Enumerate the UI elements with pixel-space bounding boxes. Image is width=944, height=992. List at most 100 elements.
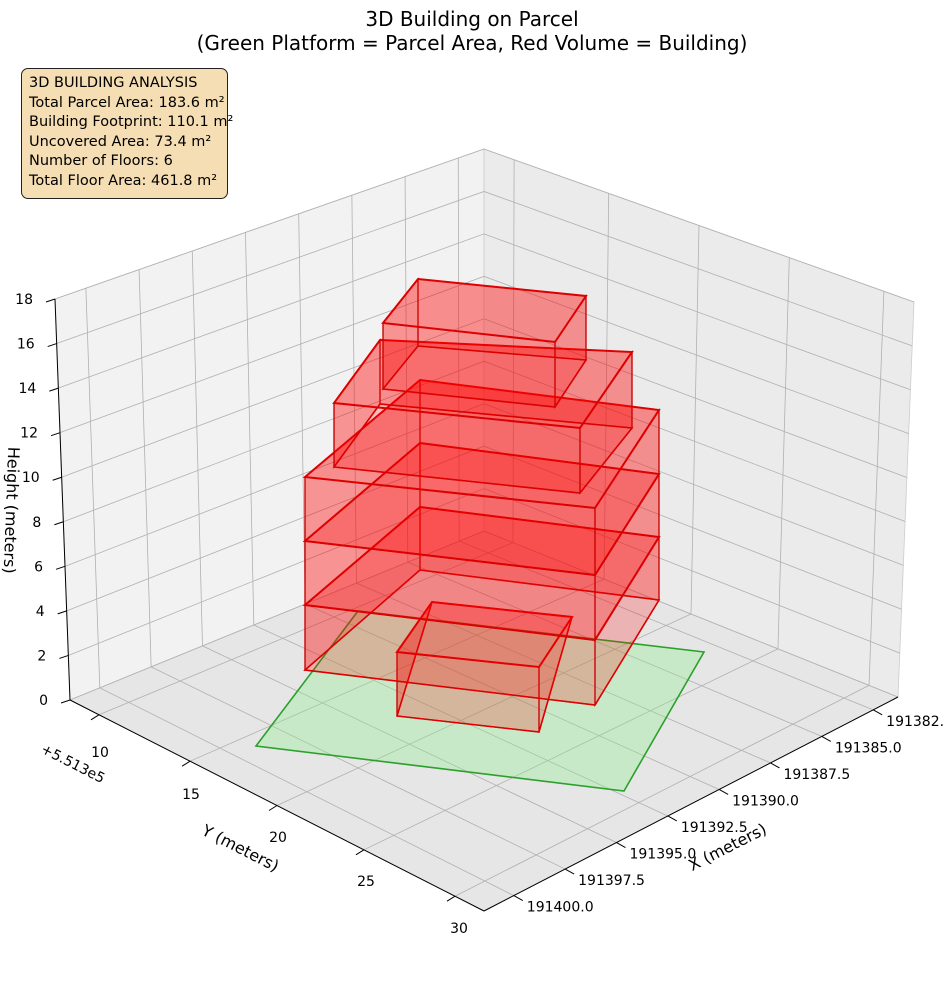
x-gridline — [351, 195, 771, 764]
x-tick — [667, 815, 678, 822]
x-tick-label: 191392.5 — [681, 820, 748, 836]
z-tick-label: 14 — [19, 381, 37, 397]
building-floor-5 — [332, 338, 634, 495]
z-gridline — [68, 488, 900, 656]
z-tick-label: 4 — [36, 604, 45, 620]
x-tick-label: 191400.0 — [527, 900, 594, 916]
gridlines — [54, 148, 915, 897]
x-tick-label: 191395.0 — [629, 847, 696, 863]
z-tick — [60, 699, 71, 704]
z-gridline — [69, 530, 899, 701]
info-uncovered: Uncovered Area: 73.4 m² — [29, 133, 212, 150]
building-floor-4 — [302, 378, 661, 578]
chart-title-line2: (Green Platform = Parcel Area, Red Volum… — [197, 31, 748, 55]
floor-bottom-edge — [303, 442, 661, 576]
floor-bottom-edge — [303, 569, 661, 706]
x-gridline — [245, 232, 668, 817]
y-tick — [355, 849, 365, 856]
x-tick — [616, 842, 626, 848]
x-tick-label: 191397.5 — [578, 873, 645, 889]
x-tick — [513, 895, 524, 902]
floor-bottom-edge — [381, 345, 588, 408]
z-axis-label: Height (meters) — [0, 446, 23, 574]
x-tick — [564, 868, 575, 875]
floor-top-face — [381, 277, 588, 344]
y-tick-label: 25 — [357, 874, 375, 890]
z-tick — [54, 521, 64, 526]
z-gridline — [56, 191, 913, 347]
building-volume — [302, 277, 661, 733]
x-tick-label: 191385.0 — [835, 740, 902, 756]
building-floor-3 — [302, 441, 661, 643]
chart-title-line1: 3D Building on Parcel — [365, 7, 578, 31]
x-gridline — [191, 250, 617, 843]
y-axis-label: Y (meters) — [198, 820, 282, 875]
floor-top-face — [302, 378, 661, 510]
y-tick — [446, 895, 456, 902]
parcel-platform — [254, 610, 706, 792]
floor-bottom-edge — [395, 601, 574, 733]
z-tick — [52, 476, 62, 481]
info-floors: Number of Floors: 6 — [29, 153, 173, 170]
info-floor-area: Total Floor Area: 461.8 m² — [29, 172, 218, 189]
x-gridline — [457, 157, 874, 711]
y-tick-label: 15 — [182, 787, 200, 803]
z-tick-label: 8 — [32, 515, 41, 531]
x-tick — [718, 789, 729, 795]
x-gridline — [138, 269, 566, 870]
z-gridline — [64, 403, 904, 567]
z-tick — [57, 610, 67, 615]
z-tick — [59, 654, 69, 659]
y-tick-label: 30 — [450, 921, 468, 937]
info-parcel-area: Total Parcel Area: 183.6 m² — [29, 94, 225, 111]
y-tick-label: 10 — [91, 745, 109, 761]
y-tick — [268, 805, 278, 811]
x-axis-line — [483, 696, 899, 912]
z-tick-label: 18 — [15, 292, 33, 308]
z-tick — [49, 387, 59, 392]
building-floor-1 — [395, 600, 574, 733]
x-tick — [770, 762, 780, 769]
z-tick-label: 16 — [17, 337, 35, 353]
z-tick-label: 10 — [22, 470, 40, 486]
z-tick-label: 6 — [34, 559, 43, 575]
z-axis-line — [54, 298, 71, 701]
z-gridline — [63, 360, 906, 523]
tick-marks — [45, 298, 883, 902]
y-tick — [181, 760, 191, 767]
z-gridline — [54, 148, 915, 303]
z-tick-label: 0 — [39, 693, 48, 709]
y-gridline — [454, 291, 885, 897]
z-tick-label: 12 — [20, 426, 38, 442]
analysis-info-box: 3D BUILDING ANALYSIS Total Parcel Area: … — [21, 68, 234, 199]
info-title: 3D BUILDING ANALYSIS — [29, 75, 198, 91]
x-tick-label: 191382.5 — [886, 714, 944, 730]
y-tick-label: 20 — [269, 830, 287, 846]
y-tick — [90, 714, 100, 721]
z-tick-label: 2 — [37, 648, 46, 664]
z-tick — [47, 343, 57, 348]
tick-labels: 0 2 4 6 8 10 12 14 16 18 10 15 20 25 30 191382.5 191385.… — [15, 292, 944, 937]
x-tick — [821, 735, 832, 742]
z-tick — [50, 432, 61, 437]
x-tick — [872, 709, 883, 716]
z-gridline — [66, 445, 902, 612]
floor-bottom-edge — [332, 403, 634, 494]
x-tick-label: 191390.0 — [732, 793, 799, 809]
info-footprint: Building Footprint: 110.1 m² — [29, 114, 234, 131]
y-gridline — [276, 225, 700, 806]
x-gridline — [404, 176, 822, 737]
z-tick — [55, 565, 66, 570]
building-floor-6 — [381, 277, 588, 409]
z-tick — [45, 298, 56, 303]
floor-bottom-edge — [303, 506, 661, 641]
z-gridline — [61, 318, 908, 478]
x-gridline — [85, 288, 514, 896]
y-gridline — [363, 257, 790, 851]
x-tick-label: 191387.5 — [783, 767, 850, 783]
z-gridline — [58, 233, 911, 391]
z-gridline — [59, 275, 909, 435]
y-gridline — [189, 193, 610, 762]
y-gridline — [98, 159, 515, 716]
